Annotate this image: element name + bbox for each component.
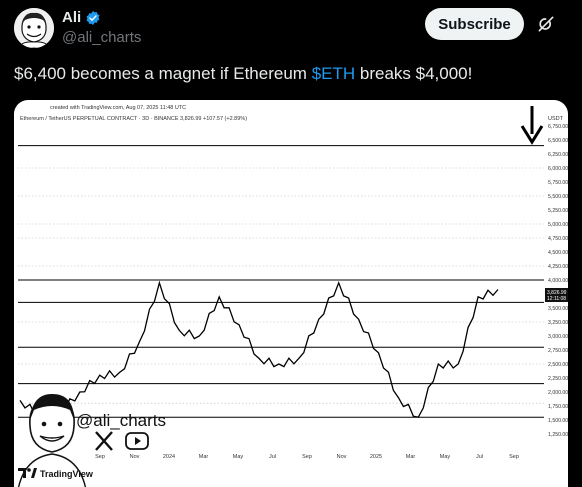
tweet-header: Ali @ali_charts Subscribe	[0, 0, 582, 60]
last-price-box: 3,826.99 12:11:08	[545, 288, 568, 302]
x-tick-label: May	[233, 454, 244, 460]
x-tick-label: 2025	[370, 454, 382, 460]
y-tick-label: 3,000.00	[548, 334, 568, 340]
watermark: @ali_charts	[18, 394, 166, 487]
y-tick-label: 6,250.00	[548, 152, 568, 158]
y-tick-label: 6,000.00	[548, 166, 568, 172]
y-tick-label: 3,500.00	[548, 306, 568, 312]
avatar[interactable]	[14, 8, 54, 48]
y-tick-label: 4,250.00	[548, 264, 568, 270]
x-tick-label: Nov	[130, 454, 140, 460]
tweet-text-after: breaks $4,000!	[355, 64, 473, 83]
chart-svg: 6,750.00 6,500.00 6,250.00 6,000.00 5,750.00…	[18, 105, 568, 487]
tradingview-brand: TradingView	[18, 468, 94, 479]
x-tick-label: Jul	[476, 454, 483, 460]
y-tick-label: 5,000.00	[548, 222, 568, 228]
symbol-text: Ethereum / TetherUS PERPETUAL CONTRACT ·…	[20, 116, 247, 122]
y-tick-label: 4,750.00	[548, 236, 568, 242]
chart-image[interactable]: 6,750.00 6,500.00 6,250.00 6,000.00 5,750.00…	[14, 100, 568, 487]
down-arrow-icon	[520, 106, 544, 145]
y-tick-label: 2,500.00	[548, 362, 568, 368]
y-tick-label: 1,750.00	[548, 404, 568, 410]
x-tick-label: Mar	[406, 454, 416, 460]
y-tick-label: 1,250.00	[548, 432, 568, 438]
currency-label: USDT	[548, 116, 564, 122]
horizontal-levels	[18, 145, 544, 418]
y-tick-label: 5,500.00	[548, 194, 568, 200]
tweet-text: $6,400 becomes a magnet if Ethereum $ETH…	[14, 64, 472, 84]
tweet-text-before: $6,400 becomes a magnet if Ethereum	[14, 64, 312, 83]
y-axis-ticks: 6,750.00 6,500.00 6,250.00 6,000.00 5,750.00…	[548, 124, 568, 438]
author-handle[interactable]: @ali_charts	[62, 29, 142, 46]
y-tick-label: 4,000.00	[548, 278, 568, 284]
youtube-icon	[125, 432, 149, 450]
x-tick-label: Jul	[269, 454, 276, 460]
y-tick-label: 6,500.00	[548, 138, 568, 144]
cartoon-avatar-icon	[18, 394, 86, 487]
tradingview-label: TradingView	[40, 469, 94, 479]
x-tick-label: Mar	[199, 454, 209, 460]
subscribe-button[interactable]: Subscribe	[425, 8, 524, 40]
y-tick-label: 1,500.00	[548, 418, 568, 424]
grok-icon[interactable]	[536, 14, 556, 34]
author-name[interactable]: Ali	[62, 9, 82, 26]
watermark-handle: @ali_charts	[76, 411, 166, 430]
x-tick-label: Sep	[95, 454, 105, 460]
y-tick-label: 5,250.00	[548, 208, 568, 214]
author-name-row[interactable]: Ali	[62, 9, 101, 26]
x-tick-label: May	[440, 454, 451, 460]
y-tick-label: 3,250.00	[548, 320, 568, 326]
cashtag-link[interactable]: $ETH	[311, 64, 356, 83]
created-text: created with TradingView.com, Aug 07, 20…	[50, 105, 186, 111]
y-tick-label: 2,750.00	[548, 348, 568, 354]
x-axis-ticks: Sep Nov 2024 Mar May Jul Sep Nov 2025 Mar May Jul Se…	[95, 454, 519, 460]
x-tick-label: Sep	[509, 454, 519, 460]
y-tick-label: 6,750.00	[548, 124, 568, 130]
x-tick-label: 2024	[163, 454, 175, 460]
y-tick-label: 5,750.00	[548, 180, 568, 186]
y-tick-label: 2,000.00	[548, 390, 568, 396]
y-tick-label: 4,500.00	[548, 250, 568, 256]
last-time-label: 12:11:08	[547, 296, 566, 302]
x-logo-icon	[95, 431, 113, 451]
y-tick-label: 2,250.00	[548, 376, 568, 382]
last-price-label: 3,826.99	[547, 290, 567, 296]
x-tick-label: Nov	[337, 454, 347, 460]
price-line	[19, 280, 499, 419]
x-tick-label: Sep	[302, 454, 312, 460]
verified-badge-icon	[86, 10, 100, 25]
